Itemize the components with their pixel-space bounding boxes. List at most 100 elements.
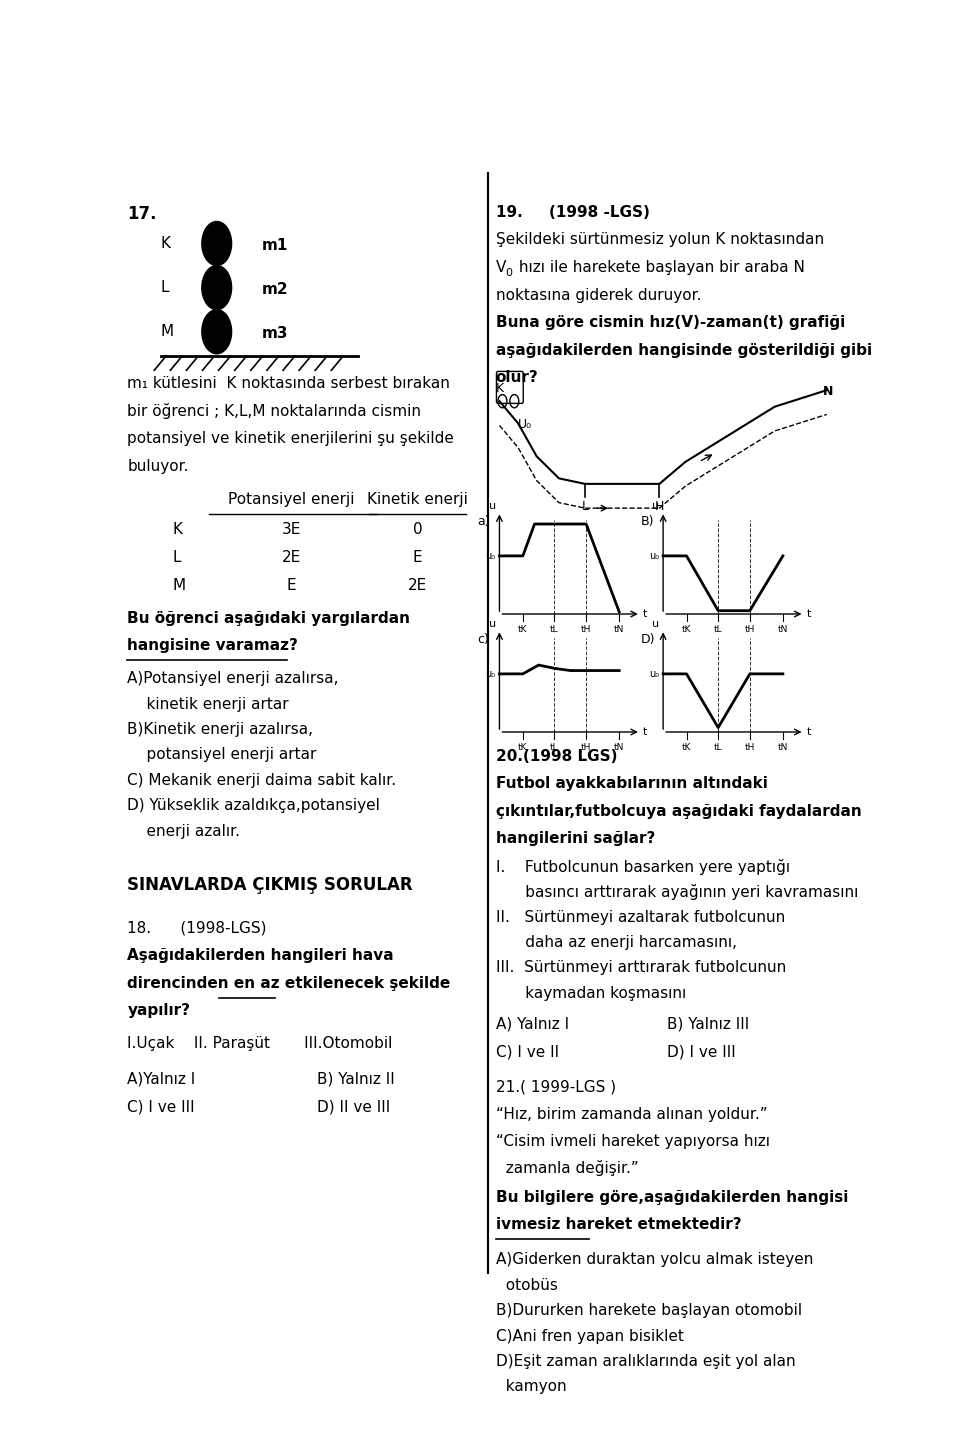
Text: Şekildeki sürtünmesiz yolun K noktasından: Şekildeki sürtünmesiz yolun K noktasında… [495,232,824,248]
Text: SINAVLARDA ÇIKMIŞ SORULAR: SINAVLARDA ÇIKMIŞ SORULAR [128,876,413,895]
Text: Kinetik enerji: Kinetik enerji [367,491,468,507]
Text: D)Eşit zaman aralıklarında eşit yol alan: D)Eşit zaman aralıklarında eşit yol alan [495,1353,795,1369]
Text: C) I ve II: C) I ve II [495,1044,559,1060]
Text: tH: tH [581,624,591,634]
Text: D) I ve III: D) I ve III [667,1044,735,1060]
Text: C)Ani fren yapan bisiklet: C)Ani fren yapan bisiklet [495,1329,684,1343]
Text: I.Uçak    II. Paraşüt       III.Otomobil: I.Uçak II. Paraşüt III.Otomobil [128,1037,393,1051]
Text: tH: tH [745,624,755,634]
Text: B): B) [641,514,655,528]
Circle shape [202,265,231,309]
Text: c): c) [477,633,489,646]
Text: E: E [413,550,422,566]
Text: tN: tN [778,743,788,752]
Text: 2E: 2E [408,577,427,593]
Text: K: K [172,523,182,537]
Text: Bu öğrenci aşağıdaki yargılardan: Bu öğrenci aşağıdaki yargılardan [128,610,411,626]
Text: t: t [806,727,811,737]
Text: tL: tL [714,624,723,634]
Text: t: t [806,609,811,619]
Text: 19.     (1998 -LGS): 19. (1998 -LGS) [495,205,650,221]
Text: hangisine varamaz?: hangisine varamaz? [128,639,299,653]
Text: 21.( 1999-LGS ): 21.( 1999-LGS ) [495,1080,616,1094]
Text: B) Yalnız II: B) Yalnız II [317,1071,395,1087]
Text: u₀: u₀ [486,551,495,561]
Text: aşağıdakilerden hangisinde gösterildiği gibi: aşağıdakilerden hangisinde gösterildiği … [495,342,872,358]
Text: 3E: 3E [281,523,300,537]
Text: u: u [489,501,495,511]
Text: m1: m1 [261,238,288,253]
Text: tK: tK [682,743,691,752]
Text: Buna göre cismin hız(V)-zaman(t) grafiği: Buna göre cismin hız(V)-zaman(t) grafiği [495,315,845,331]
Text: A)Potansiyel enerji azalırsa,: A)Potansiyel enerji azalırsa, [128,672,339,686]
Text: u: u [489,620,495,630]
Text: L: L [582,500,588,514]
Text: M: M [172,577,185,593]
Text: L: L [161,279,169,295]
Text: otobüs: otobüs [495,1277,558,1293]
Text: “Cisim ivmeli hareket yapıyorsa hızı: “Cisim ivmeli hareket yapıyorsa hızı [495,1134,770,1150]
Text: direncinden en az etkilenecek şekilde: direncinden en az etkilenecek şekilde [128,975,450,991]
Text: tL: tL [714,743,723,752]
Text: basıncı arttırarak ayağının yeri kavramasını: basıncı arttırarak ayağının yeri kavrama… [495,884,858,901]
Text: u₀: u₀ [649,551,660,561]
Text: u₀: u₀ [649,669,660,679]
Text: enerji azalır.: enerji azalır. [128,823,240,839]
Text: kinetik enerji artar: kinetik enerji artar [128,697,289,712]
Text: D) II ve III: D) II ve III [317,1100,391,1114]
Text: kaymadan koşmasını: kaymadan koşmasını [495,985,686,1001]
Text: K: K [161,236,171,251]
Text: III.  Sürtünmeyi arttırarak futbolcunun: III. Sürtünmeyi arttırarak futbolcunun [495,961,786,975]
Text: çıkıntılar,futbolcuya aşağıdaki faydalardan: çıkıntılar,futbolcuya aşağıdaki faydalar… [495,803,861,819]
Text: 0: 0 [413,523,422,537]
Text: 2E: 2E [281,550,300,566]
Text: II.   Sürtünmeyi azaltarak futbolcunun: II. Sürtünmeyi azaltarak futbolcunun [495,909,785,925]
Text: tH: tH [581,743,591,752]
Text: m3: m3 [261,326,288,341]
Text: ivmesiz hareket etmektedir?: ivmesiz hareket etmektedir? [495,1217,741,1232]
Text: Bu bilgilere göre,aşağıdakilerden hangisi: Bu bilgilere göre,aşağıdakilerden hangis… [495,1190,848,1204]
Text: tN: tN [778,624,788,634]
Text: u: u [652,620,660,630]
Text: potansiyel ve kinetik enerjilerini şu şekilde: potansiyel ve kinetik enerjilerini şu şe… [128,431,454,445]
Text: tN: tN [614,624,624,634]
Text: hızı ile harekete başlayan bir araba N: hızı ile harekete başlayan bir araba N [514,261,804,275]
Text: u: u [652,501,660,511]
Text: Potansiyel enerji: Potansiyel enerji [228,491,354,507]
Text: potansiyel enerji artar: potansiyel enerji artar [128,748,317,762]
Text: D) Yükseklik azaldıkça,potansiyel: D) Yükseklik azaldıkça,potansiyel [128,798,380,813]
Text: U₀: U₀ [518,418,532,431]
Text: “Hız, birim zamanda alınan yoldur.”: “Hız, birim zamanda alınan yoldur.” [495,1107,767,1121]
Text: tK: tK [518,624,528,634]
Text: tK: tK [682,624,691,634]
Text: buluyor.: buluyor. [128,458,189,474]
Text: tK: tK [518,743,528,752]
Text: B)Dururken harekete başlayan otomobil: B)Dururken harekete başlayan otomobil [495,1303,802,1317]
Text: t: t [643,609,647,619]
Text: B)Kinetik enerji azalırsa,: B)Kinetik enerji azalırsa, [128,722,313,737]
Text: A)Giderken duraktan yolcu almak isteyen: A)Giderken duraktan yolcu almak isteyen [495,1253,813,1267]
Text: V: V [495,261,506,275]
Text: t: t [643,727,647,737]
Text: m2: m2 [261,282,288,296]
Text: K: K [495,382,504,395]
Text: tN: tN [614,743,624,752]
Text: noktasına giderek duruyor.: noktasına giderek duruyor. [495,288,701,302]
Text: tL: tL [550,743,559,752]
Text: A) Yalnız I: A) Yalnız I [495,1017,569,1031]
Circle shape [202,222,231,265]
Text: E: E [286,577,296,593]
Text: kamyon: kamyon [495,1379,566,1395]
Text: N: N [823,385,833,398]
Text: Futbol ayakkabılarının altındaki: Futbol ayakkabılarının altındaki [495,776,768,790]
Text: tL: tL [550,624,559,634]
Text: C) Mekanik enerji daima sabit kalır.: C) Mekanik enerji daima sabit kalır. [128,773,396,788]
Text: bir öğrenci ; K,L,M noktalarında cismin: bir öğrenci ; K,L,M noktalarında cismin [128,404,421,420]
Text: B) Yalnız III: B) Yalnız III [667,1017,749,1031]
Text: 17.: 17. [128,205,156,223]
Text: hangilerini sağlar?: hangilerini sağlar? [495,831,655,846]
Text: Aşağıdakilerden hangileri hava: Aşağıdakilerden hangileri hava [128,948,394,964]
Text: D): D) [641,633,656,646]
Text: 20.(1998 LGS): 20.(1998 LGS) [495,749,617,763]
Text: tH: tH [745,743,755,752]
